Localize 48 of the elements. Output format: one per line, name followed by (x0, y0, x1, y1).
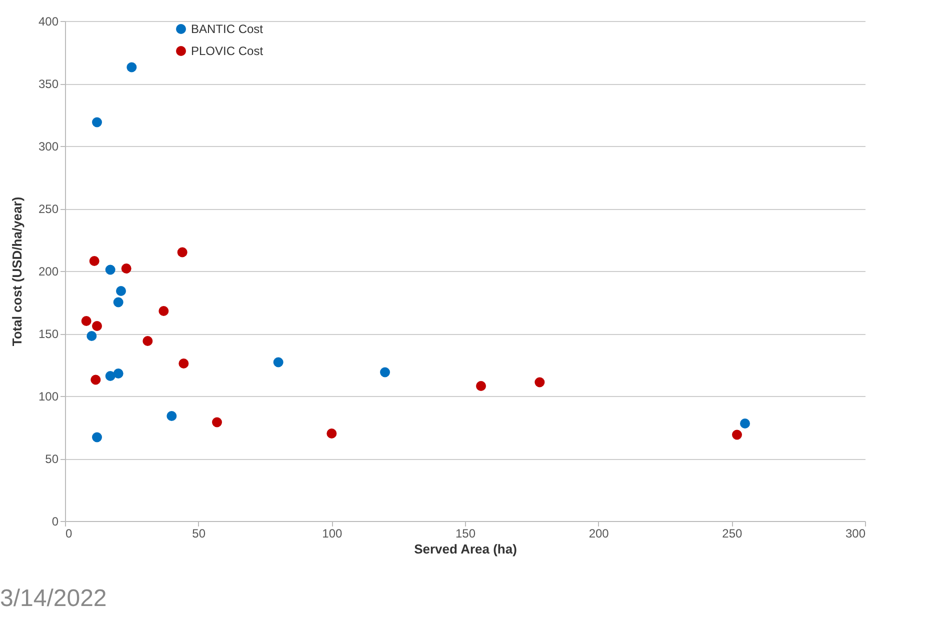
point (81, 316, 92, 326)
legend-label: BANTIC Cost (191, 22, 264, 36)
y-tick-label: 350 (38, 77, 59, 91)
point (92, 321, 102, 331)
x-tick-label: 150 (455, 526, 476, 540)
y-tick-label: 50 (45, 452, 59, 466)
point (105, 264, 116, 275)
point (126, 62, 137, 72)
point (166, 411, 177, 421)
y-tick-label: 300 (38, 140, 59, 154)
x-tick-label: 300 (845, 526, 866, 540)
point (212, 417, 222, 428)
point (121, 264, 132, 274)
point (142, 336, 153, 346)
text: 3/14/2022 (0, 585, 107, 613)
point (89, 256, 100, 266)
point (92, 432, 102, 442)
point (732, 430, 742, 440)
point (476, 381, 486, 391)
y-tick-label: 150 (38, 327, 59, 341)
point (86, 331, 97, 341)
point (90, 374, 101, 385)
x-axis-title: Served Area (ha) (414, 542, 517, 556)
x-tick-label: 100 (322, 526, 342, 540)
point (92, 117, 102, 128)
point (113, 368, 124, 378)
x-tick-label: 250 (722, 526, 742, 540)
point (380, 367, 390, 378)
x-tick-label: 50 (192, 526, 206, 540)
point (177, 247, 188, 258)
y-tick-label: 400 (38, 14, 59, 28)
legend-label: PLOVIC Cost (191, 44, 264, 58)
point (158, 306, 169, 316)
y-tick-label: 250 (38, 202, 59, 216)
point (326, 428, 337, 438)
point (113, 297, 124, 308)
x-tick-label: 200 (588, 526, 610, 540)
y-tick-label: 200 (38, 264, 59, 278)
x-tick-label: 0 (66, 526, 72, 540)
y-axis-title: Total cost (USD/ha/year) (9, 196, 24, 346)
point (534, 377, 545, 388)
point (105, 371, 116, 381)
point (116, 286, 126, 296)
point (740, 418, 750, 428)
y-tick-label: 100 (38, 390, 59, 404)
point (178, 358, 189, 368)
y-tick-label: 0 (52, 514, 59, 528)
point (273, 357, 284, 368)
